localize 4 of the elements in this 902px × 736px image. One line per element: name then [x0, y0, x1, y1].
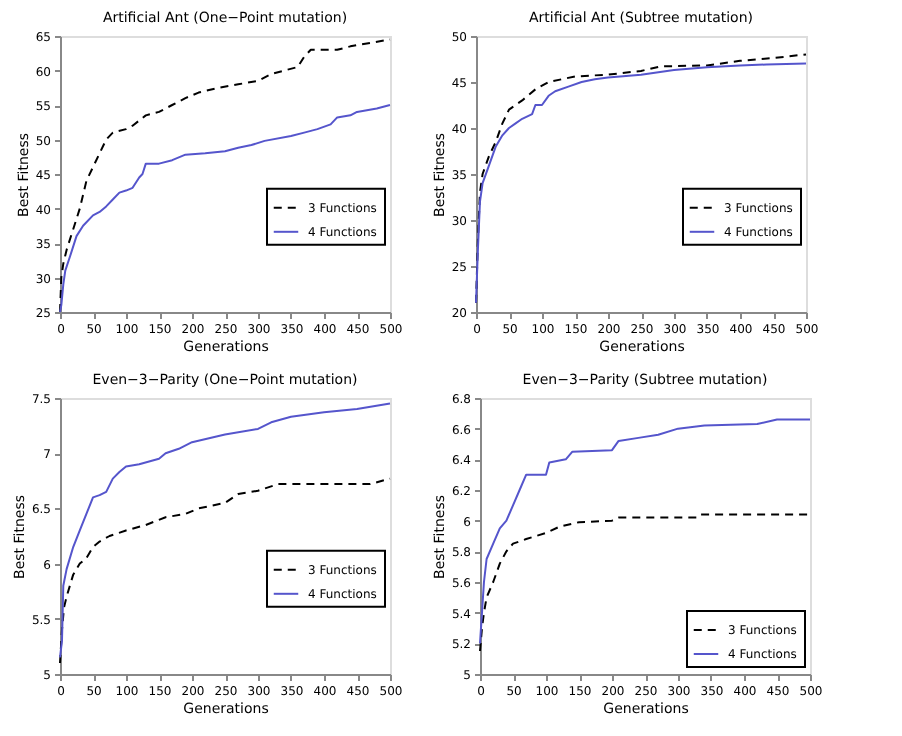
line-series	[479, 513, 811, 652]
line-series	[479, 418, 811, 645]
line-series	[59, 402, 391, 659]
line-series	[59, 38, 391, 313]
